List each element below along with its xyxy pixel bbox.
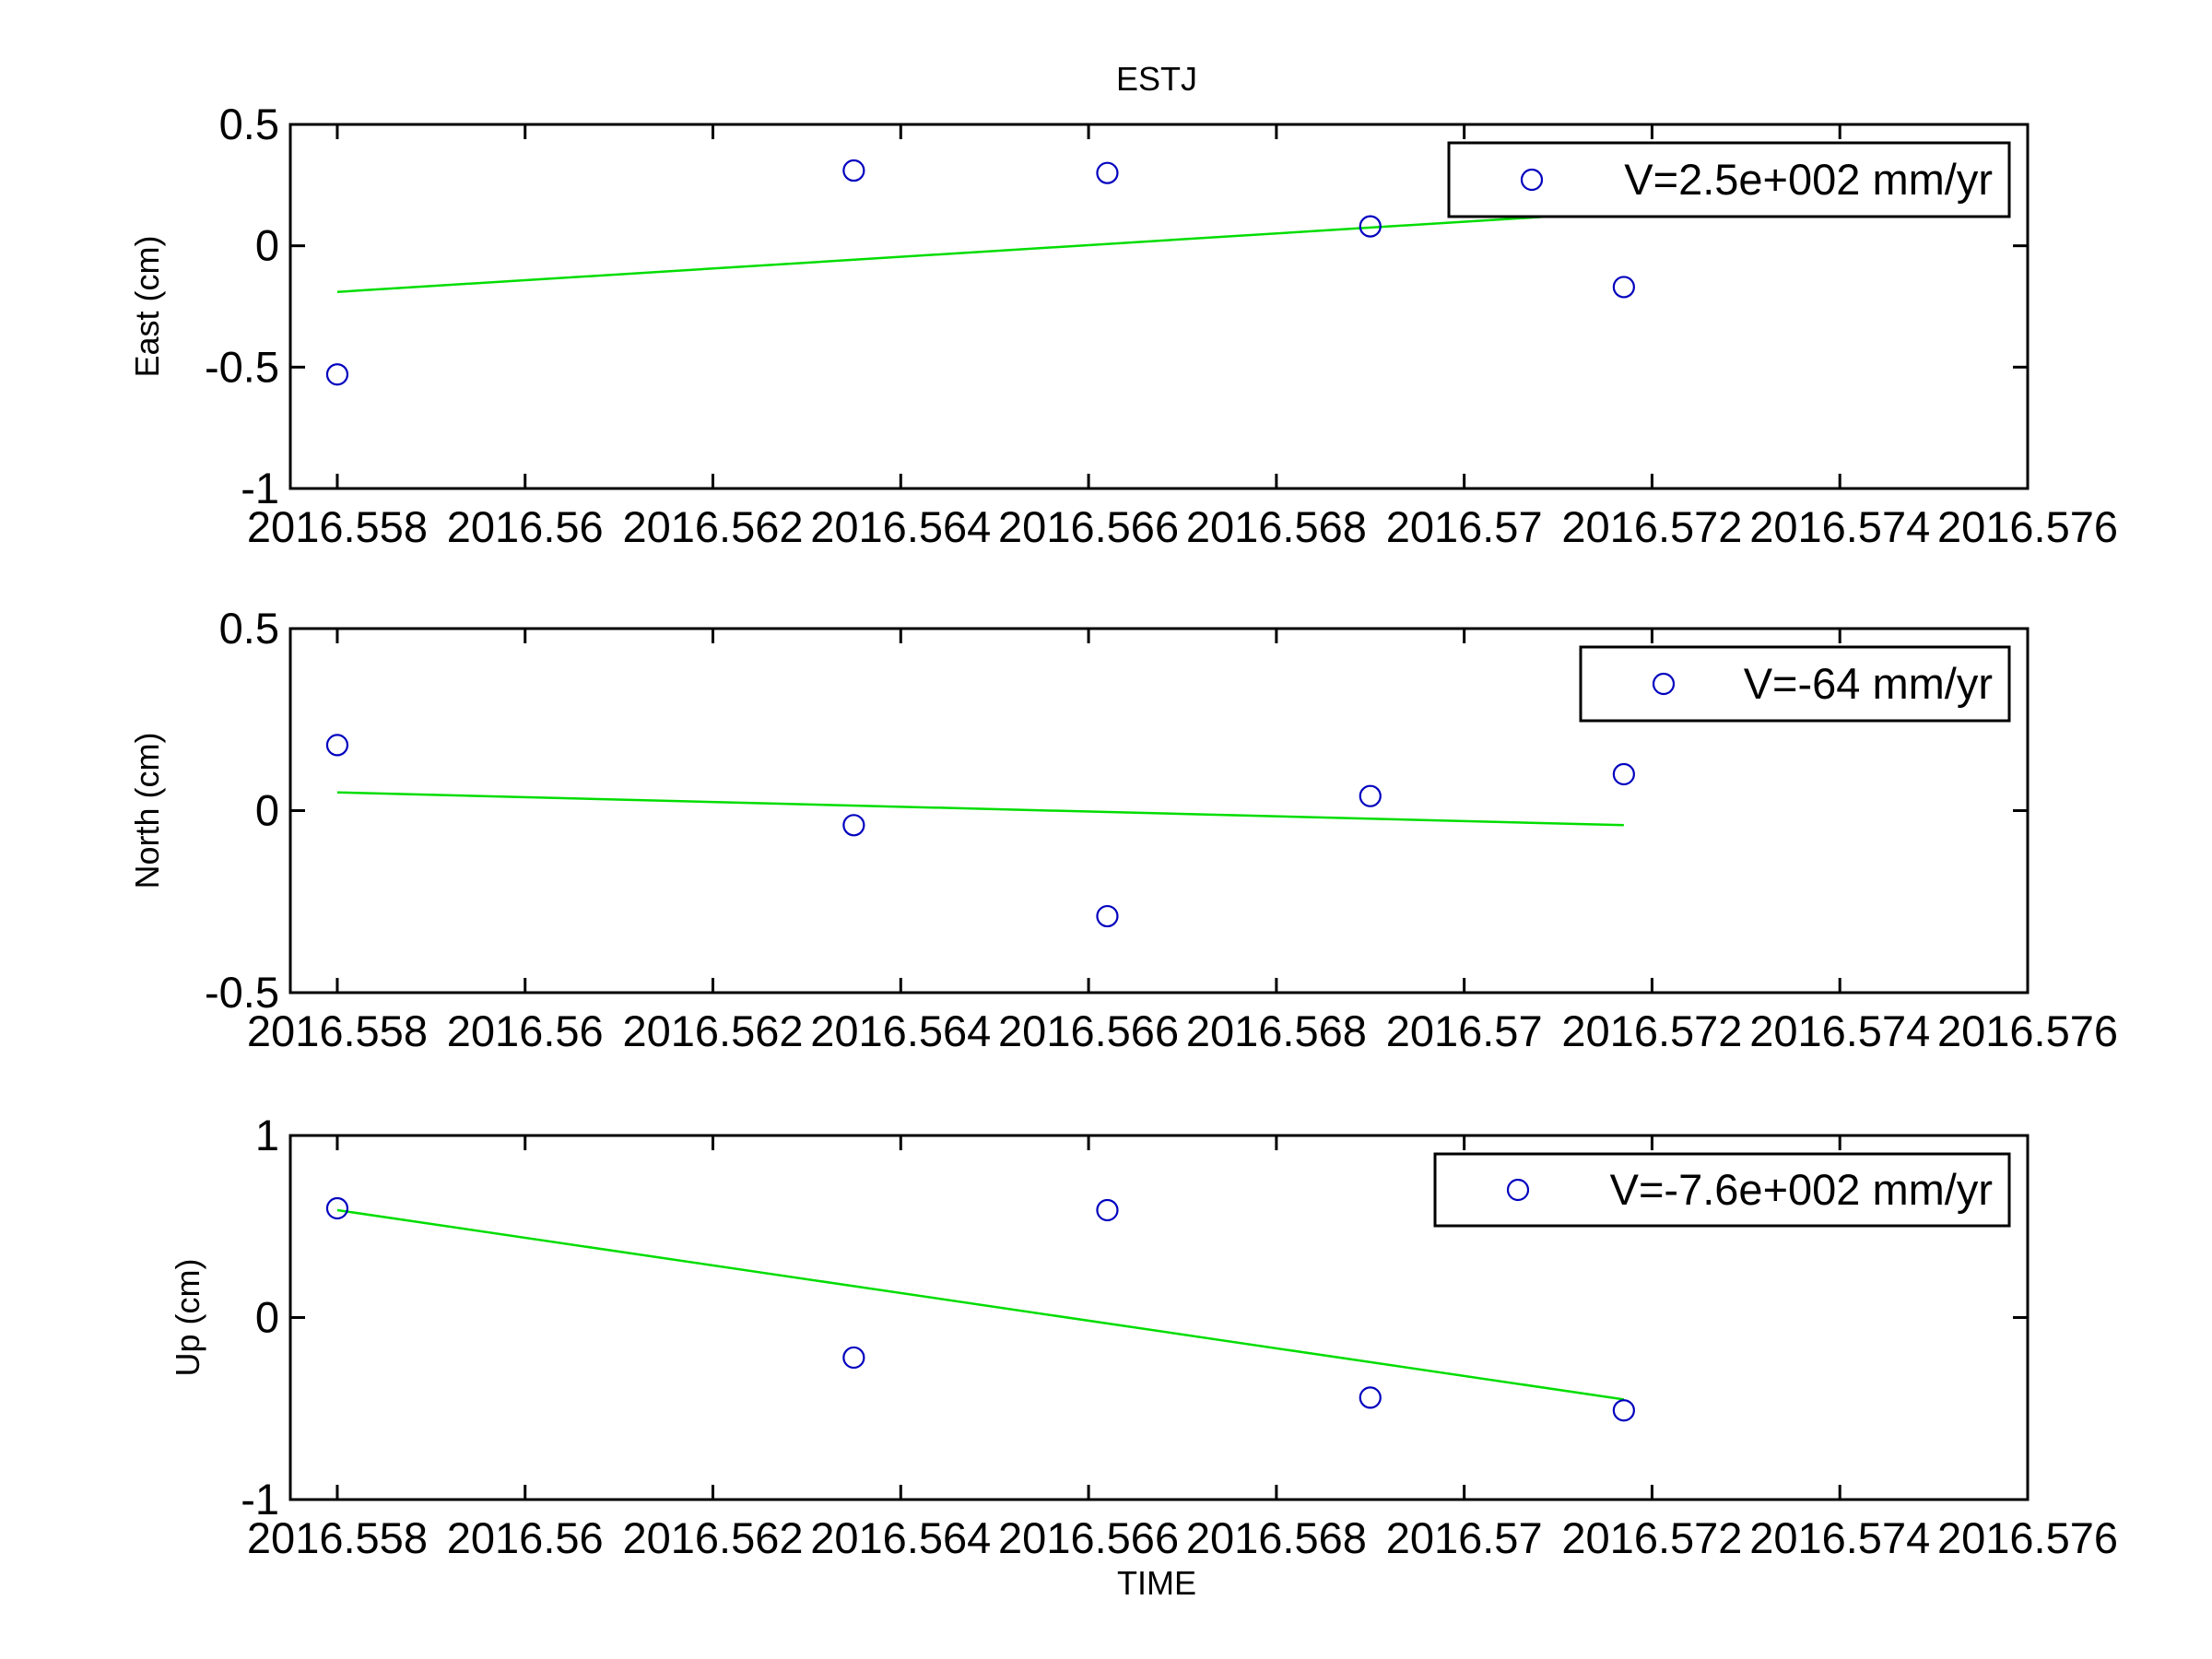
data-point: [1612, 762, 1635, 786]
data-point: [1096, 904, 1119, 928]
data-point: [325, 1196, 349, 1220]
subplots-group: 2016.558 2016.56 2016.562 2016.564 2016.566 2…: [128, 100, 2118, 1562]
y-tick-label: -1: [241, 464, 279, 512]
x-tick-label: 2016.566: [998, 502, 1179, 551]
legend-marker: [1506, 1178, 1530, 1202]
fit-line: [336, 210, 1624, 293]
y-tick-label: 1: [255, 1111, 279, 1159]
x-tick-label: 2016.572: [1561, 1006, 1742, 1055]
data-point: [1096, 1198, 1119, 1222]
data-point: [1096, 161, 1119, 184]
legend-marker: [1520, 168, 1544, 192]
y-tick-label: 0.5: [219, 604, 279, 653]
y-tick-label: -0.5: [205, 968, 279, 1017]
x-tick-label: 2016.57: [1386, 502, 1543, 551]
data-point: [842, 159, 865, 182]
legend-box: [1579, 645, 2011, 723]
data-point: [842, 1346, 865, 1370]
x-tick-label: 2016.574: [1749, 1513, 1930, 1562]
data-point: [325, 734, 349, 757]
data-point: [1612, 1399, 1635, 1422]
x-axis-label: TIME: [1117, 1564, 1196, 1602]
y-tick-label: -1: [241, 1475, 279, 1524]
y-axis-label: North (cm): [128, 733, 166, 889]
x-tick-label: 2016.56: [447, 502, 604, 551]
x-tick-label: 2016.56: [447, 1006, 604, 1055]
y-tick-label: 0.5: [219, 100, 279, 148]
x-tick-label: 2016.564: [810, 1513, 991, 1562]
legend-entry: V=-7.6e+002 mm/yr: [1610, 1165, 1993, 1214]
x-tick-label: 2016.562: [622, 1006, 803, 1055]
x-tick-label: 2016.564: [810, 502, 991, 551]
x-tick-label: 2016.562: [622, 1513, 803, 1562]
x-tick-label: 2016.558: [247, 1006, 428, 1055]
y-axis-label: East (cm): [128, 235, 166, 377]
legend-marker: [1652, 672, 1676, 696]
x-tick-label: 2016.558: [247, 1513, 428, 1562]
data-point: [1359, 1386, 1382, 1409]
y-axis-label: Up (cm): [169, 1259, 206, 1377]
x-tick-label: 2016.568: [1186, 1513, 1367, 1562]
x-tick-label: 2016.576: [1937, 502, 2118, 551]
x-tick-label: 2016.56: [447, 1513, 604, 1562]
x-tick-label: 2016.574: [1749, 502, 1930, 551]
subplot-2: 2016.558 2016.56 2016.562 2016.564 2016.566 2…: [128, 604, 2118, 1055]
x-tick-label: 2016.572: [1561, 502, 1742, 551]
y-tick-label: 0: [255, 1293, 279, 1342]
x-tick-label: 2016.568: [1186, 1006, 1367, 1055]
x-tick-label: 2016.574: [1749, 1006, 1930, 1055]
y-tick-label: 0: [255, 221, 279, 270]
subplot-1: 2016.558 2016.56 2016.562 2016.564 2016.566 2…: [128, 100, 2118, 551]
fit-line: [336, 1208, 1625, 1401]
data-point: [325, 363, 349, 386]
data-point: [1612, 276, 1635, 299]
x-tick-label: 2016.564: [810, 1006, 991, 1055]
subplot-3: 2016.558 2016.56 2016.562 2016.564 2016.566 2…: [169, 1111, 2118, 1562]
figure-title: ESTJ: [1116, 60, 1197, 98]
y-tick-label: -0.5: [205, 342, 279, 391]
legend-box: [1433, 1152, 2011, 1228]
legend-entry: V=-64 mm/yr: [1744, 659, 1993, 708]
x-tick-label: 2016.566: [998, 1006, 1179, 1055]
x-tick-label: 2016.576: [1937, 1513, 2118, 1562]
x-tick-label: 2016.558: [247, 502, 428, 551]
legend-entry: V=2.5e+002 mm/yr: [1624, 155, 1993, 204]
x-tick-label: 2016.576: [1937, 1006, 2118, 1055]
data-point: [1359, 215, 1382, 238]
x-tick-label: 2016.566: [998, 1513, 1179, 1562]
x-tick-label: 2016.57: [1386, 1006, 1543, 1055]
x-tick-label: 2016.568: [1186, 502, 1367, 551]
data-point: [1359, 784, 1382, 807]
data-point: [842, 814, 865, 837]
fit-line: [336, 791, 1624, 827]
x-tick-label: 2016.57: [1386, 1513, 1543, 1562]
y-tick-label: 0: [255, 786, 279, 835]
x-tick-label: 2016.562: [622, 502, 803, 551]
x-tick-label: 2016.572: [1561, 1513, 1742, 1562]
